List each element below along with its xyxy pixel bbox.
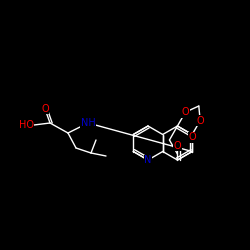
Text: O: O [188, 132, 196, 142]
Text: NH: NH [80, 118, 96, 128]
Text: O: O [41, 104, 49, 114]
Text: N: N [144, 155, 152, 165]
Text: O: O [196, 116, 204, 126]
Text: O: O [174, 141, 181, 151]
Text: O: O [182, 107, 189, 117]
Text: HO: HO [19, 120, 34, 130]
